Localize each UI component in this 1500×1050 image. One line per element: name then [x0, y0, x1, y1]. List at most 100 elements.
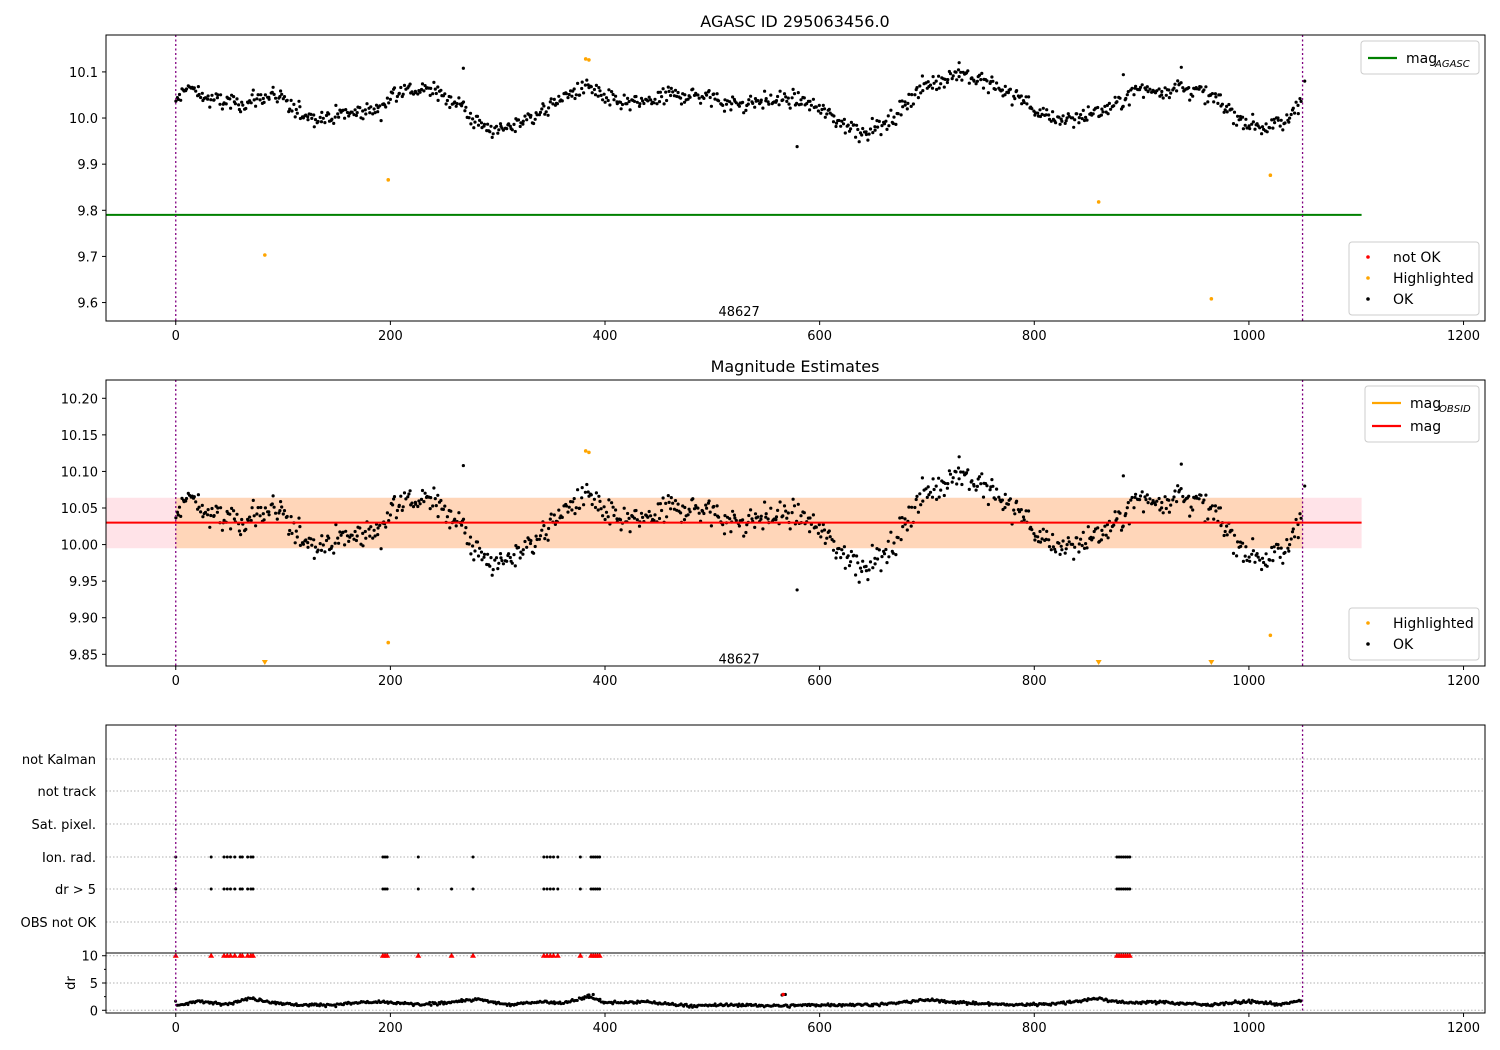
ok-point	[316, 548, 320, 552]
ok-point	[358, 526, 362, 530]
dr-point	[428, 1000, 432, 1004]
ok-point	[1218, 506, 1222, 510]
ok-point	[854, 573, 858, 577]
ok-point	[397, 503, 401, 507]
ok-point	[972, 484, 976, 488]
ok-point	[1010, 103, 1014, 107]
ok-point	[823, 541, 827, 546]
ok-point	[887, 124, 891, 128]
ok-point	[287, 532, 291, 536]
ok-point	[712, 92, 716, 96]
ok-point	[249, 518, 253, 523]
ok-point	[977, 73, 982, 77]
ok-point	[956, 466, 961, 470]
ok-point	[1298, 97, 1302, 101]
ok-point	[722, 532, 727, 536]
ok-point	[501, 562, 505, 566]
ok-point	[1118, 96, 1122, 100]
dr-point	[1064, 1002, 1067, 1006]
ok-point	[967, 81, 971, 85]
ok-point	[664, 90, 668, 94]
ok-point	[574, 506, 578, 510]
ok-point	[857, 140, 861, 144]
ok-point	[472, 558, 476, 562]
ok-point	[254, 524, 258, 528]
ok-point	[208, 525, 212, 529]
ok-point	[745, 523, 749, 527]
ok-point	[915, 494, 919, 498]
ok-point	[1225, 533, 1229, 537]
highlighted-point	[386, 178, 391, 182]
ok-point	[216, 506, 220, 510]
flag-point	[1123, 855, 1127, 859]
ok-point	[573, 511, 577, 516]
ok-point	[324, 538, 329, 543]
ok-point	[1073, 545, 1077, 549]
ok-point	[778, 500, 782, 504]
ok-point	[607, 498, 611, 502]
ok-point	[970, 479, 974, 483]
ok-point	[1045, 529, 1049, 534]
ok-point	[1106, 536, 1110, 540]
flag-point	[542, 855, 546, 859]
ok-point	[948, 472, 953, 476]
ok-point	[518, 556, 522, 560]
ok-point	[1027, 509, 1031, 513]
ok-point	[602, 92, 606, 96]
y-tick-label: 10.20	[61, 392, 98, 407]
ok-point	[1179, 81, 1183, 85]
ok-point	[1064, 119, 1068, 123]
ok-point	[1169, 503, 1173, 507]
dr-clipped-marker	[208, 952, 215, 958]
ok-point	[1264, 122, 1268, 126]
offscale-marker	[1095, 660, 1102, 665]
ok-point	[891, 551, 895, 555]
ok-point	[1148, 497, 1152, 501]
ok-point	[787, 102, 791, 106]
ok-point	[350, 533, 354, 537]
ok-point	[662, 102, 666, 106]
ok-point	[1187, 494, 1191, 498]
ok-point	[297, 99, 301, 103]
ok-point	[759, 517, 763, 521]
ok-point	[1294, 517, 1298, 522]
ok-point	[1126, 90, 1130, 94]
ok-point	[443, 504, 447, 508]
ok-point	[1202, 88, 1206, 92]
ok-point	[827, 529, 831, 533]
obsid-annotation: 48627	[718, 653, 759, 668]
ok-point	[1115, 100, 1119, 104]
ok-point	[1106, 112, 1110, 116]
flag-point	[385, 855, 389, 859]
ok-point	[622, 506, 626, 510]
y-tick-label: 9.6	[77, 297, 98, 312]
ok-point	[218, 102, 222, 106]
y-tick-label: 9.90	[69, 612, 98, 627]
ok-point	[378, 104, 382, 108]
ok-point	[592, 497, 597, 501]
ok-point	[749, 508, 753, 512]
ok-point	[1167, 96, 1171, 100]
ok-point	[925, 495, 929, 499]
ok-point	[599, 507, 603, 511]
ok-point	[235, 512, 239, 516]
ok-point	[508, 555, 512, 560]
ok-point	[742, 534, 746, 538]
ok-point	[942, 493, 946, 498]
legend-bottom: not OK Highlighted OK	[1348, 241, 1480, 316]
y-tick-label: 10.15	[61, 429, 98, 444]
ok-point	[1251, 549, 1255, 553]
ok-point	[1057, 115, 1061, 119]
ok-point	[660, 95, 664, 99]
ok-point	[535, 113, 539, 117]
ok-point	[434, 91, 438, 96]
ok-point	[1096, 105, 1100, 110]
ok-point	[666, 85, 670, 89]
ok-point	[786, 96, 790, 100]
ok-point	[603, 100, 607, 104]
ok-point	[443, 92, 447, 96]
ok-point	[728, 517, 732, 521]
ok-point	[1262, 560, 1266, 565]
ok-point	[686, 97, 690, 101]
ok-point	[1176, 79, 1180, 83]
